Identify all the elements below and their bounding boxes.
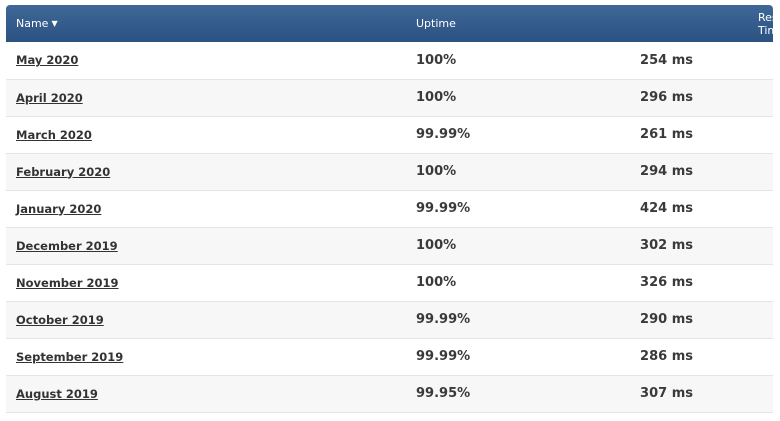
header-row: Name▼ Uptime Response Time	[6, 5, 780, 42]
response-time-value: 294 ms	[640, 164, 693, 179]
table-body: May 2020 100% 254 ms April 2020 100% 296…	[6, 42, 773, 412]
response-time-value: 254 ms	[640, 52, 693, 68]
month-link[interactable]: January 2020	[16, 201, 102, 216]
column-header-name-label: Name	[16, 17, 49, 30]
month-link[interactable]: December 2019	[16, 238, 118, 253]
uptime-value: 100%	[416, 164, 457, 179]
uptime-table: Name▼ Uptime Response Time May 2020 100%…	[6, 5, 780, 413]
uptime-table-container: Name▼ Uptime Response Time May 2020 100%…	[6, 5, 780, 413]
month-link[interactable]: September 2019	[16, 349, 124, 364]
uptime-value: 100%	[416, 90, 457, 105]
uptime-value: 99.99%	[416, 127, 471, 142]
month-link[interactable]: March 2020	[16, 127, 92, 142]
table-row: September 2019 99.99% 286 ms	[6, 338, 773, 375]
month-link[interactable]: August 2019	[16, 386, 98, 401]
sort-down-icon: ▼	[51, 19, 58, 28]
response-time-value: 290 ms	[640, 312, 693, 327]
table-row: August 2019 99.95% 307 ms	[6, 375, 773, 412]
column-header-uptime[interactable]: Uptime	[416, 5, 566, 42]
response-time-value: 302 ms	[640, 238, 693, 253]
table-row: October 2019 99.99% 290 ms	[6, 301, 773, 338]
column-header-name[interactable]: Name ▼	[6, 5, 416, 42]
column-header-response-time[interactable]: Response Time	[566, 5, 780, 42]
uptime-value: 99.95%	[416, 386, 471, 401]
month-link[interactable]: April 2020	[16, 90, 83, 105]
table-row: March 2020 99.99% 261 ms	[6, 116, 773, 153]
table-row: January 2020 99.99% 424 ms	[6, 190, 773, 227]
table-row: April 2020 100% 296 ms	[6, 79, 773, 116]
response-time-value: 326 ms	[640, 275, 693, 290]
uptime-value: 99.99%	[416, 349, 471, 364]
month-link[interactable]: May 2020	[16, 53, 79, 68]
table-header: Name▼ Uptime Response Time	[6, 5, 780, 42]
response-time-value: 261 ms	[640, 127, 693, 142]
uptime-value: 100%	[416, 275, 457, 290]
uptime-value: 99.99%	[416, 312, 471, 327]
table-row: November 2019 100% 326 ms	[6, 264, 773, 301]
response-time-value: 296 ms	[640, 90, 693, 105]
table-row: February 2020 100% 294 ms	[6, 153, 773, 190]
column-header-uptime-label: Uptime	[416, 17, 456, 30]
month-link[interactable]: February 2020	[16, 164, 111, 179]
uptime-value: 99.99%	[416, 201, 471, 216]
uptime-value: 100%	[416, 238, 457, 253]
month-link[interactable]: November 2019	[16, 275, 119, 290]
month-link[interactable]: October 2019	[16, 312, 104, 327]
uptime-value: 100%	[416, 52, 457, 68]
column-header-response-label: Response Time	[758, 10, 780, 37]
response-time-value: 286 ms	[640, 349, 693, 364]
response-time-value: 307 ms	[640, 386, 693, 401]
table-row: May 2020 100% 254 ms	[6, 42, 773, 79]
table-row: December 2019 100% 302 ms	[6, 227, 773, 264]
response-time-value: 424 ms	[640, 201, 693, 216]
